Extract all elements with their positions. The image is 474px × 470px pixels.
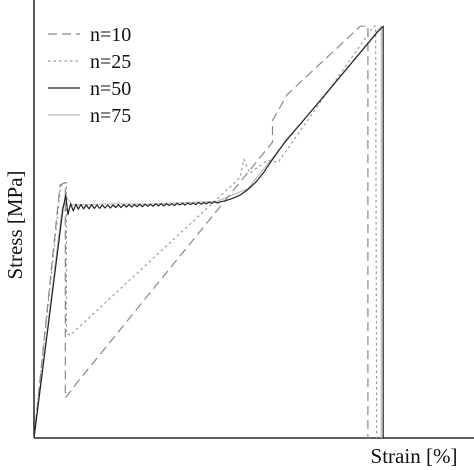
series-layer <box>33 25 384 439</box>
legend-label: n=25 <box>90 51 131 73</box>
legend-item-n-50: n=50 <box>48 78 131 100</box>
legend-item-n-75: n=75 <box>48 105 131 127</box>
legend: n=10 n=25 n=50 n=75 <box>48 24 131 127</box>
legend-label: n=75 <box>90 105 131 127</box>
series-line-n-50 <box>33 25 384 439</box>
series-line-n-10 <box>33 25 369 439</box>
series-line-n-75 <box>33 25 382 439</box>
legend-label: n=50 <box>90 78 131 100</box>
series-line-n-25 <box>33 25 378 439</box>
legend-item-n-25: n=25 <box>48 51 131 73</box>
legend-label: n=10 <box>90 24 131 46</box>
x-axis-label: Strain [%] <box>371 444 458 468</box>
y-axis-label: Stress [MPa] <box>3 170 27 279</box>
legend-item-n-10: n=10 <box>48 24 131 46</box>
